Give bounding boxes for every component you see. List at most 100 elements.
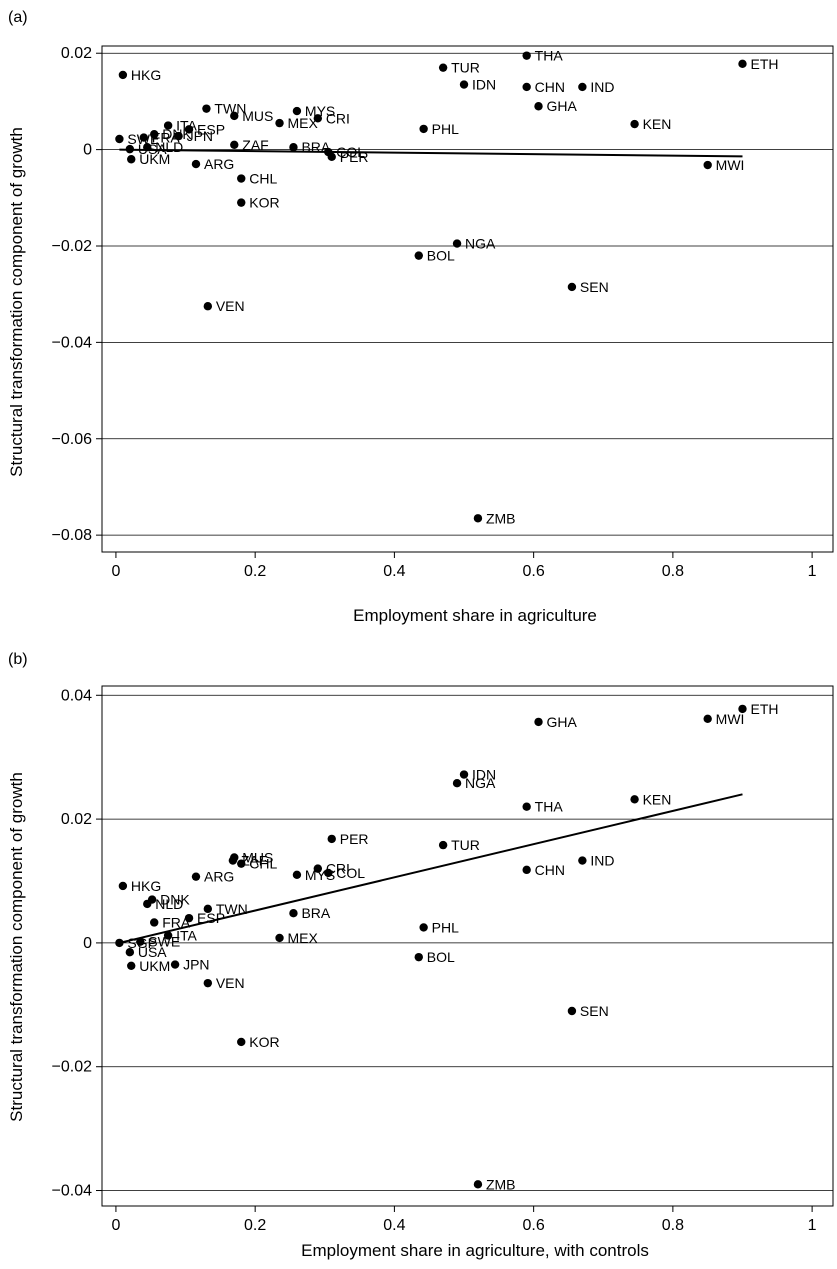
panel-a-point-label-chl: CHL	[249, 171, 277, 187]
panel-a-point-usa	[125, 144, 135, 154]
panel-a-fit-line-group	[119, 148, 743, 158]
panel-a-plot-frame	[101, 45, 834, 553]
panel-a-point-per	[327, 152, 336, 162]
panel-a-point-chl	[237, 174, 246, 183]
panel-a-point-tha	[522, 51, 531, 60]
panel-b-label: (b)	[8, 651, 28, 668]
panel-b-point-label-chl: CHL	[249, 856, 277, 872]
panel-a-point-bol	[414, 251, 423, 260]
panel-b-y-tick-label: 0.02	[61, 811, 92, 828]
panel-b-point-label-bra: BRA	[301, 905, 330, 921]
panel-a-point-label-nga: NGA	[465, 236, 496, 252]
panel-a-y-tick-label: 0	[83, 142, 92, 159]
panel-b-point-per	[327, 834, 336, 844]
panel-a-plot-border	[101, 45, 834, 553]
panel-a-point-label-bra: BRA	[301, 139, 330, 155]
panel-b-x-tick-label: 0	[111, 1217, 120, 1234]
panel-a-point-mus	[230, 111, 239, 121]
panel-a-point-mex	[275, 118, 284, 128]
panel-a-label: (a)	[8, 9, 28, 26]
panel-b-y-axis-title: Structural transformation component of g…	[7, 772, 26, 1122]
panel-b-point-idn	[459, 770, 469, 779]
panel-a-point-label-mex: MEX	[288, 115, 319, 131]
panel-b-point-label-usa: USA	[138, 944, 167, 960]
panel-a-fit-line	[119, 148, 743, 158]
panel-a-point-label-zaf: ZAF	[242, 137, 268, 153]
panel-b-point-sen	[567, 1006, 577, 1016]
panel-a-point-label-tur: TUR	[451, 60, 480, 76]
panel-b-point-label-fra: FRA	[162, 914, 191, 930]
panel-a-point-mwi	[703, 160, 712, 170]
panel-a-point-zmb	[473, 514, 483, 523]
panel-a-point-label-col: COL	[336, 144, 365, 160]
panel-a-point-label-twn: TWN	[214, 101, 246, 117]
panel-b-y-tick-label: −0.04	[52, 1183, 93, 1200]
panel-a-point-ven	[203, 302, 213, 311]
panel-a-point-label-hkg: HKG	[131, 67, 161, 83]
panel-a-point-label-bol: BOL	[427, 248, 455, 264]
panel-b-y-axis: 0.04 0.02 0 −0.02 −0.04	[52, 687, 102, 1200]
panel-a-x-axis: 0 0.2 0.4 0.6 0.8 1	[111, 552, 817, 580]
panel-b-point-label-gha: GHA	[547, 714, 578, 730]
panel-a-x-tick-label: 1	[808, 563, 817, 580]
panel-b-point-cri	[313, 864, 323, 873]
panel-b-point-label-ind: IND	[590, 853, 614, 869]
panel-b-point-tur	[438, 840, 448, 850]
panel-b-point-label-col: COL	[336, 865, 365, 881]
panel-b-point-ken	[630, 795, 639, 804]
panel-b-point-mys	[292, 870, 302, 880]
panel-b-point-nld	[143, 899, 152, 909]
panel-a-point-chn	[522, 82, 531, 92]
panel-a-point-ita	[163, 121, 173, 130]
panel-a-x-tick-label: 0.8	[662, 563, 684, 580]
panel-a-point-ukm	[127, 155, 136, 164]
panel-b-x-axis-title: Employment share in agriculture, with co…	[301, 1241, 649, 1260]
panel-b-point-chn	[522, 865, 531, 875]
panel-b-point-label-mus: MUS	[242, 849, 273, 865]
panel-a-x-tick-label: 0	[111, 563, 120, 580]
panel-a-y-tick-label: 0.02	[61, 45, 92, 62]
panel-a-point-label-ven: VEN	[216, 298, 245, 314]
panel-a-y-tick-label: −0.04	[52, 334, 93, 351]
panel-a-x-axis-title: Employment share in agriculture	[353, 606, 597, 625]
panel-b-point-label-nga: NGA	[465, 775, 496, 791]
panel-b-fit-line	[119, 793, 743, 944]
panel-a-point-label-mus: MUS	[242, 108, 273, 124]
panel-a-x-tick-label: 0.6	[523, 563, 545, 580]
panel-a-point-label-fra: FRA	[152, 130, 181, 146]
panel-a-point-phl	[419, 124, 428, 134]
panel-b-scatter-chart: (b) 0.04 0.02 0 −0.02 −0.04 0 0.2 0.4 0.6 0.8 1 H…	[7, 651, 834, 1260]
panel-b-point-label-tha: THA	[535, 799, 564, 815]
panel-a-point-fra	[139, 133, 148, 142]
panel-a-point-jpn	[174, 131, 183, 141]
panel-b-point-label-kor: KOR	[249, 1034, 279, 1050]
panel-a-point-twn	[202, 104, 211, 113]
panel-b-point-label-ukm: UKM	[139, 958, 170, 974]
panel-b-x-tick-label: 0.2	[244, 1217, 266, 1234]
panel-a-point-label-jpn: JPN	[187, 128, 213, 144]
panel-a-y-tick-label: −0.08	[52, 527, 93, 544]
panel-a-scatter-chart: (a) 0.02 0 −0.02 −0.04 −0.06 −0.08 0 0.2 0.4 0.6…	[7, 9, 834, 625]
panel-b-point-label-tur: TUR	[451, 837, 480, 853]
panel-a-point-label-eth: ETH	[750, 56, 778, 72]
panel-b-point-ukm	[127, 961, 136, 971]
panel-b-point-label-idn: IDN	[472, 767, 496, 783]
panel-a-y-tick-label: −0.02	[52, 238, 93, 255]
panel-a-point-zaf	[230, 140, 239, 149]
panel-b-points: HKGDNKNLDFRAITASGPSWEUSAUKMJPNTWNESPARGM…	[115, 701, 778, 1192]
panel-a-x-tick-label: 0.4	[383, 563, 405, 580]
panel-b-point-label-hkg: HKG	[131, 878, 161, 894]
panel-b-y-tick-label: 0	[83, 935, 92, 952]
panel-b-point-hkg	[118, 881, 128, 891]
panel-b-point-chl	[237, 859, 246, 868]
panel-a-point-ind	[578, 82, 587, 92]
panel-b-point-label-ven: VEN	[216, 975, 245, 991]
panel-b-point-twn	[203, 904, 213, 914]
panel-a-point-swe	[115, 134, 124, 144]
panel-b-x-tick-label: 0.4	[383, 1217, 405, 1234]
panel-a-point-label-cri: CRI	[326, 110, 350, 126]
panel-a-point-label-per: PER	[340, 149, 369, 165]
panel-a-point-esp	[184, 125, 194, 134]
panel-b-point-label-nld: NLD	[155, 896, 183, 912]
panel-b-point-nga	[452, 778, 462, 788]
